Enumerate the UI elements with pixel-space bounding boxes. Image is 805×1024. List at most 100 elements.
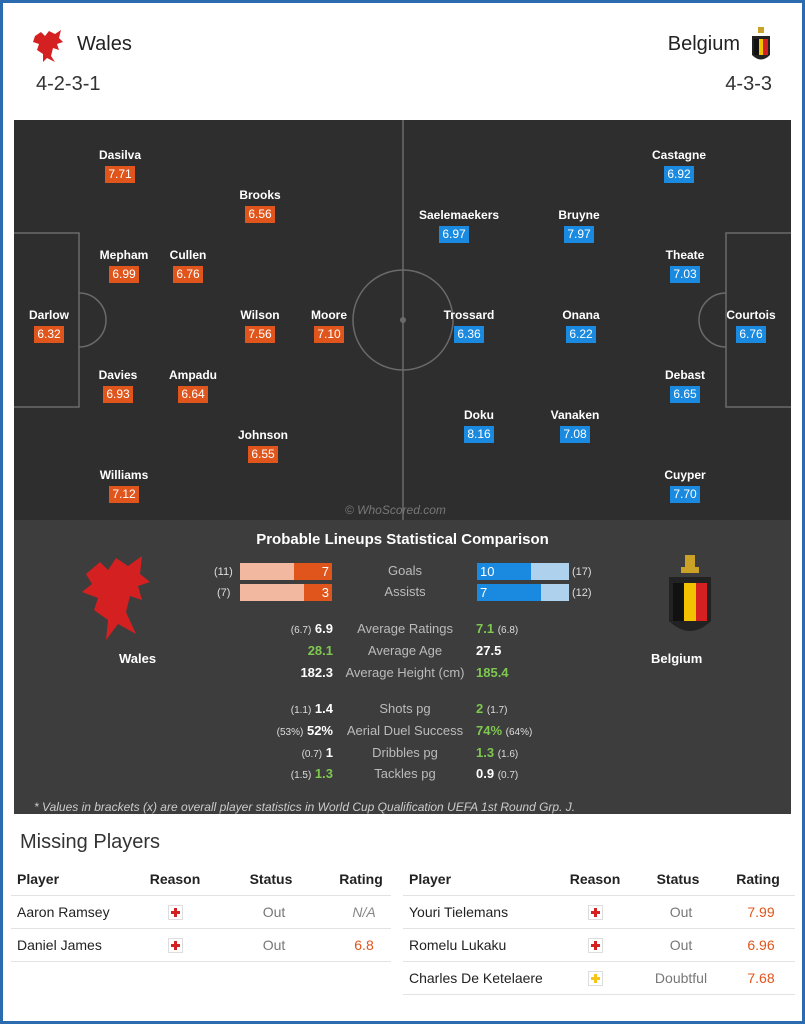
stat-row: (6.7) 6.9 Average Ratings 7.1 (6.8) (14, 621, 791, 639)
missing-status: Out (635, 895, 721, 929)
home-player[interactable]: Dasilva 7.71 (85, 148, 155, 183)
col-player[interactable]: Player (11, 863, 139, 896)
home-player[interactable]: Williams 7.12 (89, 468, 159, 503)
home-player[interactable]: Darlow 6.32 (14, 308, 84, 343)
injury-icon (167, 937, 183, 953)
col-status[interactable]: Status (211, 863, 331, 896)
away-team-name[interactable]: Belgium (667, 33, 740, 55)
player-name: Darlow (28, 308, 69, 322)
home-stat-number: 1 (325, 745, 333, 760)
away-bracket: (17) (572, 566, 592, 578)
missing-rating: 7.99 (721, 895, 795, 929)
injury-icon (587, 904, 603, 920)
col-reason[interactable]: Reason (139, 863, 211, 896)
home-stat-bracket: (53%) (276, 727, 304, 738)
player-rating: 7.12 (109, 486, 139, 503)
away-stat-value: 27.5 (476, 643, 501, 658)
home-player[interactable]: Moore 7.10 (294, 308, 364, 343)
missing-status: Out (211, 928, 331, 962)
away-stat-number: 27.5 (476, 643, 502, 658)
away-stat-value: 185.4 (476, 665, 509, 680)
stat-row: (53%) 52% Aerial Duel Success 74% (64%) (14, 723, 791, 741)
home-player[interactable]: Ampadu 6.64 (158, 368, 228, 403)
missing-player-row[interactable]: Aaron Ramsey Out N/A (11, 895, 391, 929)
away-stat-value: 2 (1.7) (476, 701, 507, 716)
player-rating: 6.97 (439, 226, 469, 243)
missing-player-row[interactable]: Romelu Lukaku Out 6.96 (403, 928, 795, 962)
player-name: Vanaken (550, 408, 600, 422)
player-rating: 6.22 (566, 326, 596, 343)
home-player[interactable]: Davies 6.93 (83, 368, 153, 403)
away-player[interactable]: Castagne 6.92 (644, 148, 714, 183)
home-stat-value: (0.7) 1 (302, 745, 333, 760)
player-name: Doku (464, 408, 494, 422)
away-bracket: (12) (572, 587, 592, 599)
away-bar: 10 (477, 563, 569, 580)
player-rating: 6.64 (178, 386, 208, 403)
away-stat-number: 7.1 (476, 621, 495, 636)
stat-label: Average Age (367, 643, 443, 658)
stat-label: Assists (384, 584, 426, 599)
away-label: Belgium (651, 651, 703, 666)
home-crest-large (76, 554, 156, 642)
missing-player-name[interactable]: Daniel James (11, 928, 139, 962)
player-name: Courtois (726, 308, 776, 322)
missing-players-title: Missing Players (20, 831, 161, 853)
home-player[interactable]: Cullen 6.76 (153, 248, 223, 283)
player-name: Davies (98, 368, 138, 382)
missing-player-row[interactable]: Charles De Ketelaere Doubtful 7.68 (403, 961, 795, 995)
col-rating[interactable]: Rating (331, 863, 391, 896)
away-missing-rows: Youri Tielemans Out 7.99 Romelu Lukaku Out 6.… (403, 895, 795, 995)
home-team-name[interactable]: Wales (77, 33, 132, 55)
col-reason[interactable]: Reason (555, 863, 635, 896)
away-player[interactable]: Trossard 6.36 (434, 308, 504, 343)
player-name: Moore (311, 308, 347, 322)
away-player[interactable]: Doku 8.16 (444, 408, 514, 443)
missing-player-name[interactable]: Youri Tielemans (403, 895, 555, 929)
col-status[interactable]: Status (635, 863, 721, 896)
home-bracket: (7) (217, 587, 231, 599)
home-player[interactable]: Mepham 6.99 (89, 248, 159, 283)
away-value: 7 (480, 585, 488, 600)
away-player[interactable]: Courtois 6.76 (716, 308, 786, 343)
player-name: Dasilva (98, 148, 142, 162)
missing-player-name[interactable]: Charles De Ketelaere (403, 961, 555, 995)
stat-label: Dribbles pg (372, 745, 438, 760)
stat-row: 182.3 Average Height (cm) 185.4 (14, 665, 791, 683)
away-player[interactable]: Cuyper 7.70 (650, 468, 720, 503)
away-player[interactable]: Onana 6.22 (546, 308, 616, 343)
player-rating: 7.71 (105, 166, 135, 183)
away-crest-small (750, 27, 772, 65)
player-rating: 7.70 (670, 486, 700, 503)
home-stat-bracket: (6.7) (290, 625, 312, 636)
away-stat-value: 0.9 (0.7) (476, 766, 518, 781)
player-rating: 7.56 (245, 326, 275, 343)
away-player[interactable]: Debast 6.65 (650, 368, 720, 403)
home-player[interactable]: Brooks 6.56 (225, 188, 295, 223)
home-stat-number: 6.9 (314, 621, 333, 636)
player-rating: 8.16 (464, 426, 494, 443)
home-stat-value: (1.1) 1.4 (291, 701, 333, 716)
away-value: 10 (480, 564, 495, 579)
player-rating: 6.76 (736, 326, 766, 343)
player-name: Theate (665, 248, 705, 262)
missing-rating: 6.96 (721, 928, 795, 962)
home-player[interactable]: Johnson 6.55 (228, 428, 298, 463)
stat-bar-goals: (11) 7 Goals 10 (17) (14, 563, 791, 581)
home-player[interactable]: Wilson 7.56 (225, 308, 295, 343)
player-name: Onana (562, 308, 600, 322)
injury-icon (167, 904, 183, 920)
missing-reason (139, 895, 211, 929)
missing-player-name[interactable]: Romelu Lukaku (403, 928, 555, 962)
missing-player-row[interactable]: Youri Tielemans Out 7.99 (403, 895, 795, 929)
away-player[interactable]: Bruyne 7.97 (544, 208, 614, 243)
pitch-lines (14, 120, 791, 520)
away-player[interactable]: Theate 7.03 (650, 248, 720, 283)
lineup-comparison: Probable Lineups Statistical Comparison … (14, 520, 791, 814)
missing-player-row[interactable]: Daniel James Out 6.8 (11, 928, 391, 962)
col-rating[interactable]: Rating (721, 863, 795, 896)
away-player[interactable]: Saelemaekers 6.97 (419, 208, 499, 243)
col-player[interactable]: Player (403, 863, 555, 896)
away-player[interactable]: Vanaken 7.08 (540, 408, 610, 443)
missing-player-name[interactable]: Aaron Ramsey (11, 895, 139, 929)
